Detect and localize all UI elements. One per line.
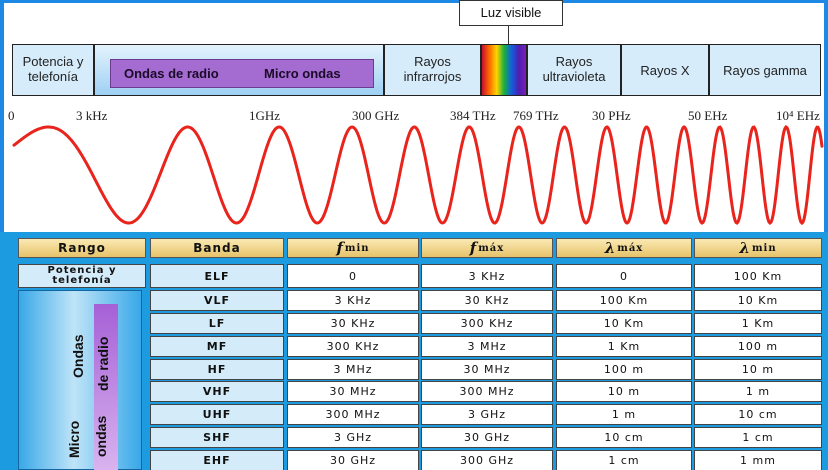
cell-fmin: 0 bbox=[287, 264, 419, 288]
frame-border bbox=[0, 0, 4, 232]
cell-fmax: 30 MHz bbox=[421, 359, 553, 380]
cell-lambda-max: 10 m bbox=[556, 381, 692, 402]
cell-band: HF bbox=[150, 359, 284, 380]
wave-line bbox=[12, 125, 824, 226]
cell-band: VHF bbox=[150, 381, 284, 402]
cell-lambda-max: 1 cm bbox=[556, 450, 692, 470]
cell-band: SHF bbox=[150, 427, 284, 448]
frequency-tick: 384 THz bbox=[450, 108, 496, 123]
wave-graphic bbox=[12, 125, 824, 226]
frequency-tick: 769 THz bbox=[513, 108, 559, 123]
microwaves-label: Micro ondas bbox=[264, 66, 341, 81]
callout-pointer bbox=[508, 26, 509, 44]
cell-lambda-max: 10 Km bbox=[556, 313, 692, 334]
frequency-tick: 30 PHz bbox=[592, 108, 631, 123]
frame-border bbox=[824, 0, 828, 232]
radio-range-marker bbox=[94, 304, 118, 470]
header-fmax: f máx bbox=[421, 238, 553, 258]
band-ultraviolet bbox=[527, 44, 621, 96]
cell-band: LF bbox=[150, 313, 284, 334]
cell-lambda-min: 1 Km bbox=[694, 313, 822, 334]
visible-spectrum bbox=[481, 44, 527, 96]
band-power-telephony bbox=[12, 44, 94, 96]
cell-fmax: 300 MHz bbox=[421, 381, 553, 402]
frequency-tick: 0 bbox=[8, 108, 15, 123]
band-label: Rayos infrarrojos bbox=[403, 54, 462, 84]
cell-lambda-min: 10 Km bbox=[694, 290, 822, 311]
cell-fmin: 3 GHz bbox=[287, 427, 419, 448]
frequency-tick: 50 EHz bbox=[688, 108, 728, 123]
band-infrared bbox=[384, 44, 481, 96]
cell-lambda-max: 100 m bbox=[556, 359, 692, 380]
group-label-ondas: Ondas bbox=[70, 334, 86, 378]
cell-lambda-min: 1 m bbox=[694, 381, 822, 402]
cell-fmax: 3 KHz bbox=[421, 264, 553, 288]
cell-fmin: 30 MHz bbox=[287, 381, 419, 402]
cell-fmax: 30 KHz bbox=[421, 290, 553, 311]
cell-fmin: 30 GHz bbox=[287, 450, 419, 470]
frequency-tick: 10⁴ EHz bbox=[776, 108, 820, 123]
band-xrays bbox=[621, 44, 709, 96]
range-power-telephony: Potencia y telefonía bbox=[18, 264, 146, 288]
cell-band: MF bbox=[150, 336, 284, 357]
band-label: Rayos gamma bbox=[723, 63, 807, 78]
cell-band: UHF bbox=[150, 404, 284, 425]
spectrum-diagram: Potencia y telefonía Ondas de radio Micro… bbox=[0, 0, 828, 232]
group-label-de-radio: de radio bbox=[95, 336, 111, 391]
cell-lambda-min: 10 cm bbox=[694, 404, 822, 425]
cell-fmin: 30 KHz bbox=[287, 313, 419, 334]
cell-band: ELF bbox=[150, 264, 284, 288]
cell-lambda-min: 100 Km bbox=[694, 264, 822, 288]
cell-fmax: 30 GHz bbox=[421, 427, 553, 448]
cell-fmin: 300 KHz bbox=[287, 336, 419, 357]
cell-lambda-min: 10 m bbox=[694, 359, 822, 380]
radio-waves-label: Ondas de radio bbox=[124, 66, 219, 81]
cell-lambda-max: 0 bbox=[556, 264, 692, 288]
cell-band: VLF bbox=[150, 290, 284, 311]
cell-fmax: 3 MHz bbox=[421, 336, 553, 357]
cell-lambda-min: 1 mm bbox=[694, 450, 822, 470]
header-lambda-min: λ min bbox=[694, 238, 822, 258]
cell-band: EHF bbox=[150, 450, 284, 470]
visible-light-callout: Luz visible bbox=[459, 0, 563, 26]
cell-fmin: 3 KHz bbox=[287, 290, 419, 311]
group-label-micro: Micro bbox=[66, 420, 82, 458]
cell-fmin: 300 MHz bbox=[287, 404, 419, 425]
cell-lambda-max: 100 Km bbox=[556, 290, 692, 311]
cell-fmax: 300 GHz bbox=[421, 450, 553, 470]
frequency-tick: 3 kHz bbox=[76, 108, 108, 123]
cell-fmax: 300 KHz bbox=[421, 313, 553, 334]
band-gamma bbox=[709, 44, 821, 96]
header-fmin: f min bbox=[287, 238, 419, 258]
range-group-radio-micro bbox=[18, 290, 142, 470]
cell-fmin: 3 MHz bbox=[287, 359, 419, 380]
cell-lambda-min: 1 cm bbox=[694, 427, 822, 448]
band-label: Rayos X bbox=[640, 63, 690, 78]
cell-lambda-max: 1 m bbox=[556, 404, 692, 425]
band-label: Rayos ultravioleta bbox=[542, 54, 606, 84]
cell-fmax: 3 GHz bbox=[421, 404, 553, 425]
band-label: Potencia y telefonía bbox=[22, 54, 84, 84]
frame-border bbox=[0, 0, 828, 3]
cell-lambda-max: 10 cm bbox=[556, 427, 692, 448]
radio-waves-box bbox=[110, 59, 374, 88]
cell-lambda-min: 100 m bbox=[694, 336, 822, 357]
header-lambda-max: λ máx bbox=[556, 238, 692, 258]
frequency-tick: 300 GHz bbox=[352, 108, 400, 123]
header-range: Rango bbox=[18, 238, 146, 258]
header-band: Banda bbox=[150, 238, 284, 258]
cell-lambda-max: 1 Km bbox=[556, 336, 692, 357]
frequency-tick: 1GHz bbox=[249, 108, 281, 123]
group-label-ondas: ondas bbox=[93, 415, 109, 457]
